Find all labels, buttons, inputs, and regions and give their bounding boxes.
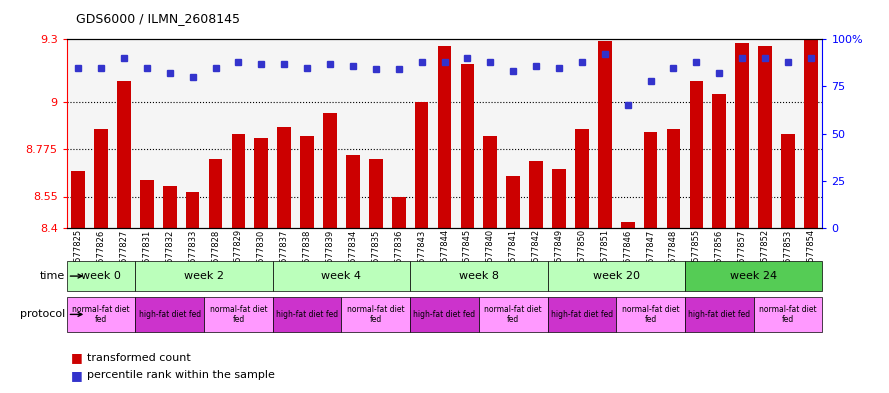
Bar [507,176,520,228]
Bar [552,169,566,228]
Bar [529,161,543,228]
Text: normal-fat diet
fed: normal-fat diet fed [759,305,817,324]
Bar [71,171,85,228]
Bar [712,94,726,228]
Bar [781,134,795,228]
Bar [323,113,337,228]
Bar [690,81,703,228]
Bar [685,261,822,291]
Text: week 4: week 4 [322,271,362,281]
Bar [392,196,405,228]
Text: GDS6000 / ILMN_2608145: GDS6000 / ILMN_2608145 [76,12,239,25]
Text: high-fat diet fed: high-fat diet fed [688,310,750,319]
Bar [273,297,341,332]
Text: normal-fat diet
fed: normal-fat diet fed [485,305,542,324]
Bar [140,180,154,228]
Bar [758,46,772,228]
Text: percentile rank within the sample: percentile rank within the sample [87,370,275,380]
Bar [479,297,548,332]
Text: high-fat diet fed: high-fat diet fed [139,310,201,319]
Bar [254,138,268,228]
Text: week 20: week 20 [593,271,640,281]
Bar [415,102,428,228]
Bar [273,261,410,291]
Bar [67,261,135,291]
Text: transformed count: transformed count [87,353,191,363]
Bar [94,129,108,228]
Bar [209,159,222,228]
Text: ■: ■ [71,369,83,382]
Bar [410,297,479,332]
Bar [644,132,658,228]
Bar [598,41,612,228]
Bar [804,39,818,228]
Text: week 24: week 24 [730,271,777,281]
Text: week 2: week 2 [184,271,224,281]
Bar [277,127,291,228]
Bar [67,297,135,332]
Bar [369,159,382,228]
Bar [461,64,474,228]
Text: protocol: protocol [20,309,65,320]
Text: week 0: week 0 [81,271,121,281]
Bar [163,186,177,228]
Bar [341,297,410,332]
Bar [231,134,245,228]
Bar [410,261,548,291]
Text: high-fat diet fed: high-fat diet fed [551,310,613,319]
Text: normal-fat diet
fed: normal-fat diet fed [210,305,268,324]
Text: high-fat diet fed: high-fat diet fed [413,310,476,319]
Bar [548,297,616,332]
Bar [437,46,452,228]
Bar [300,136,314,228]
Text: normal-fat diet
fed: normal-fat diet fed [347,305,404,324]
Bar [685,297,754,332]
Text: high-fat diet fed: high-fat diet fed [276,310,338,319]
Text: time: time [40,271,65,281]
Bar [735,44,749,228]
Bar [117,81,131,228]
Bar [754,297,822,332]
Bar [484,136,497,228]
Text: week 8: week 8 [459,271,499,281]
Bar [621,222,635,228]
Bar [575,129,589,228]
Bar [548,261,685,291]
Bar [135,261,273,291]
Bar [667,129,680,228]
Bar [616,297,685,332]
Bar [204,297,273,332]
Bar [186,192,199,228]
Bar [346,154,360,228]
Text: normal-fat diet
fed: normal-fat diet fed [72,305,130,324]
Text: normal-fat diet
fed: normal-fat diet fed [621,305,679,324]
Bar [135,297,204,332]
Text: ■: ■ [71,351,83,364]
